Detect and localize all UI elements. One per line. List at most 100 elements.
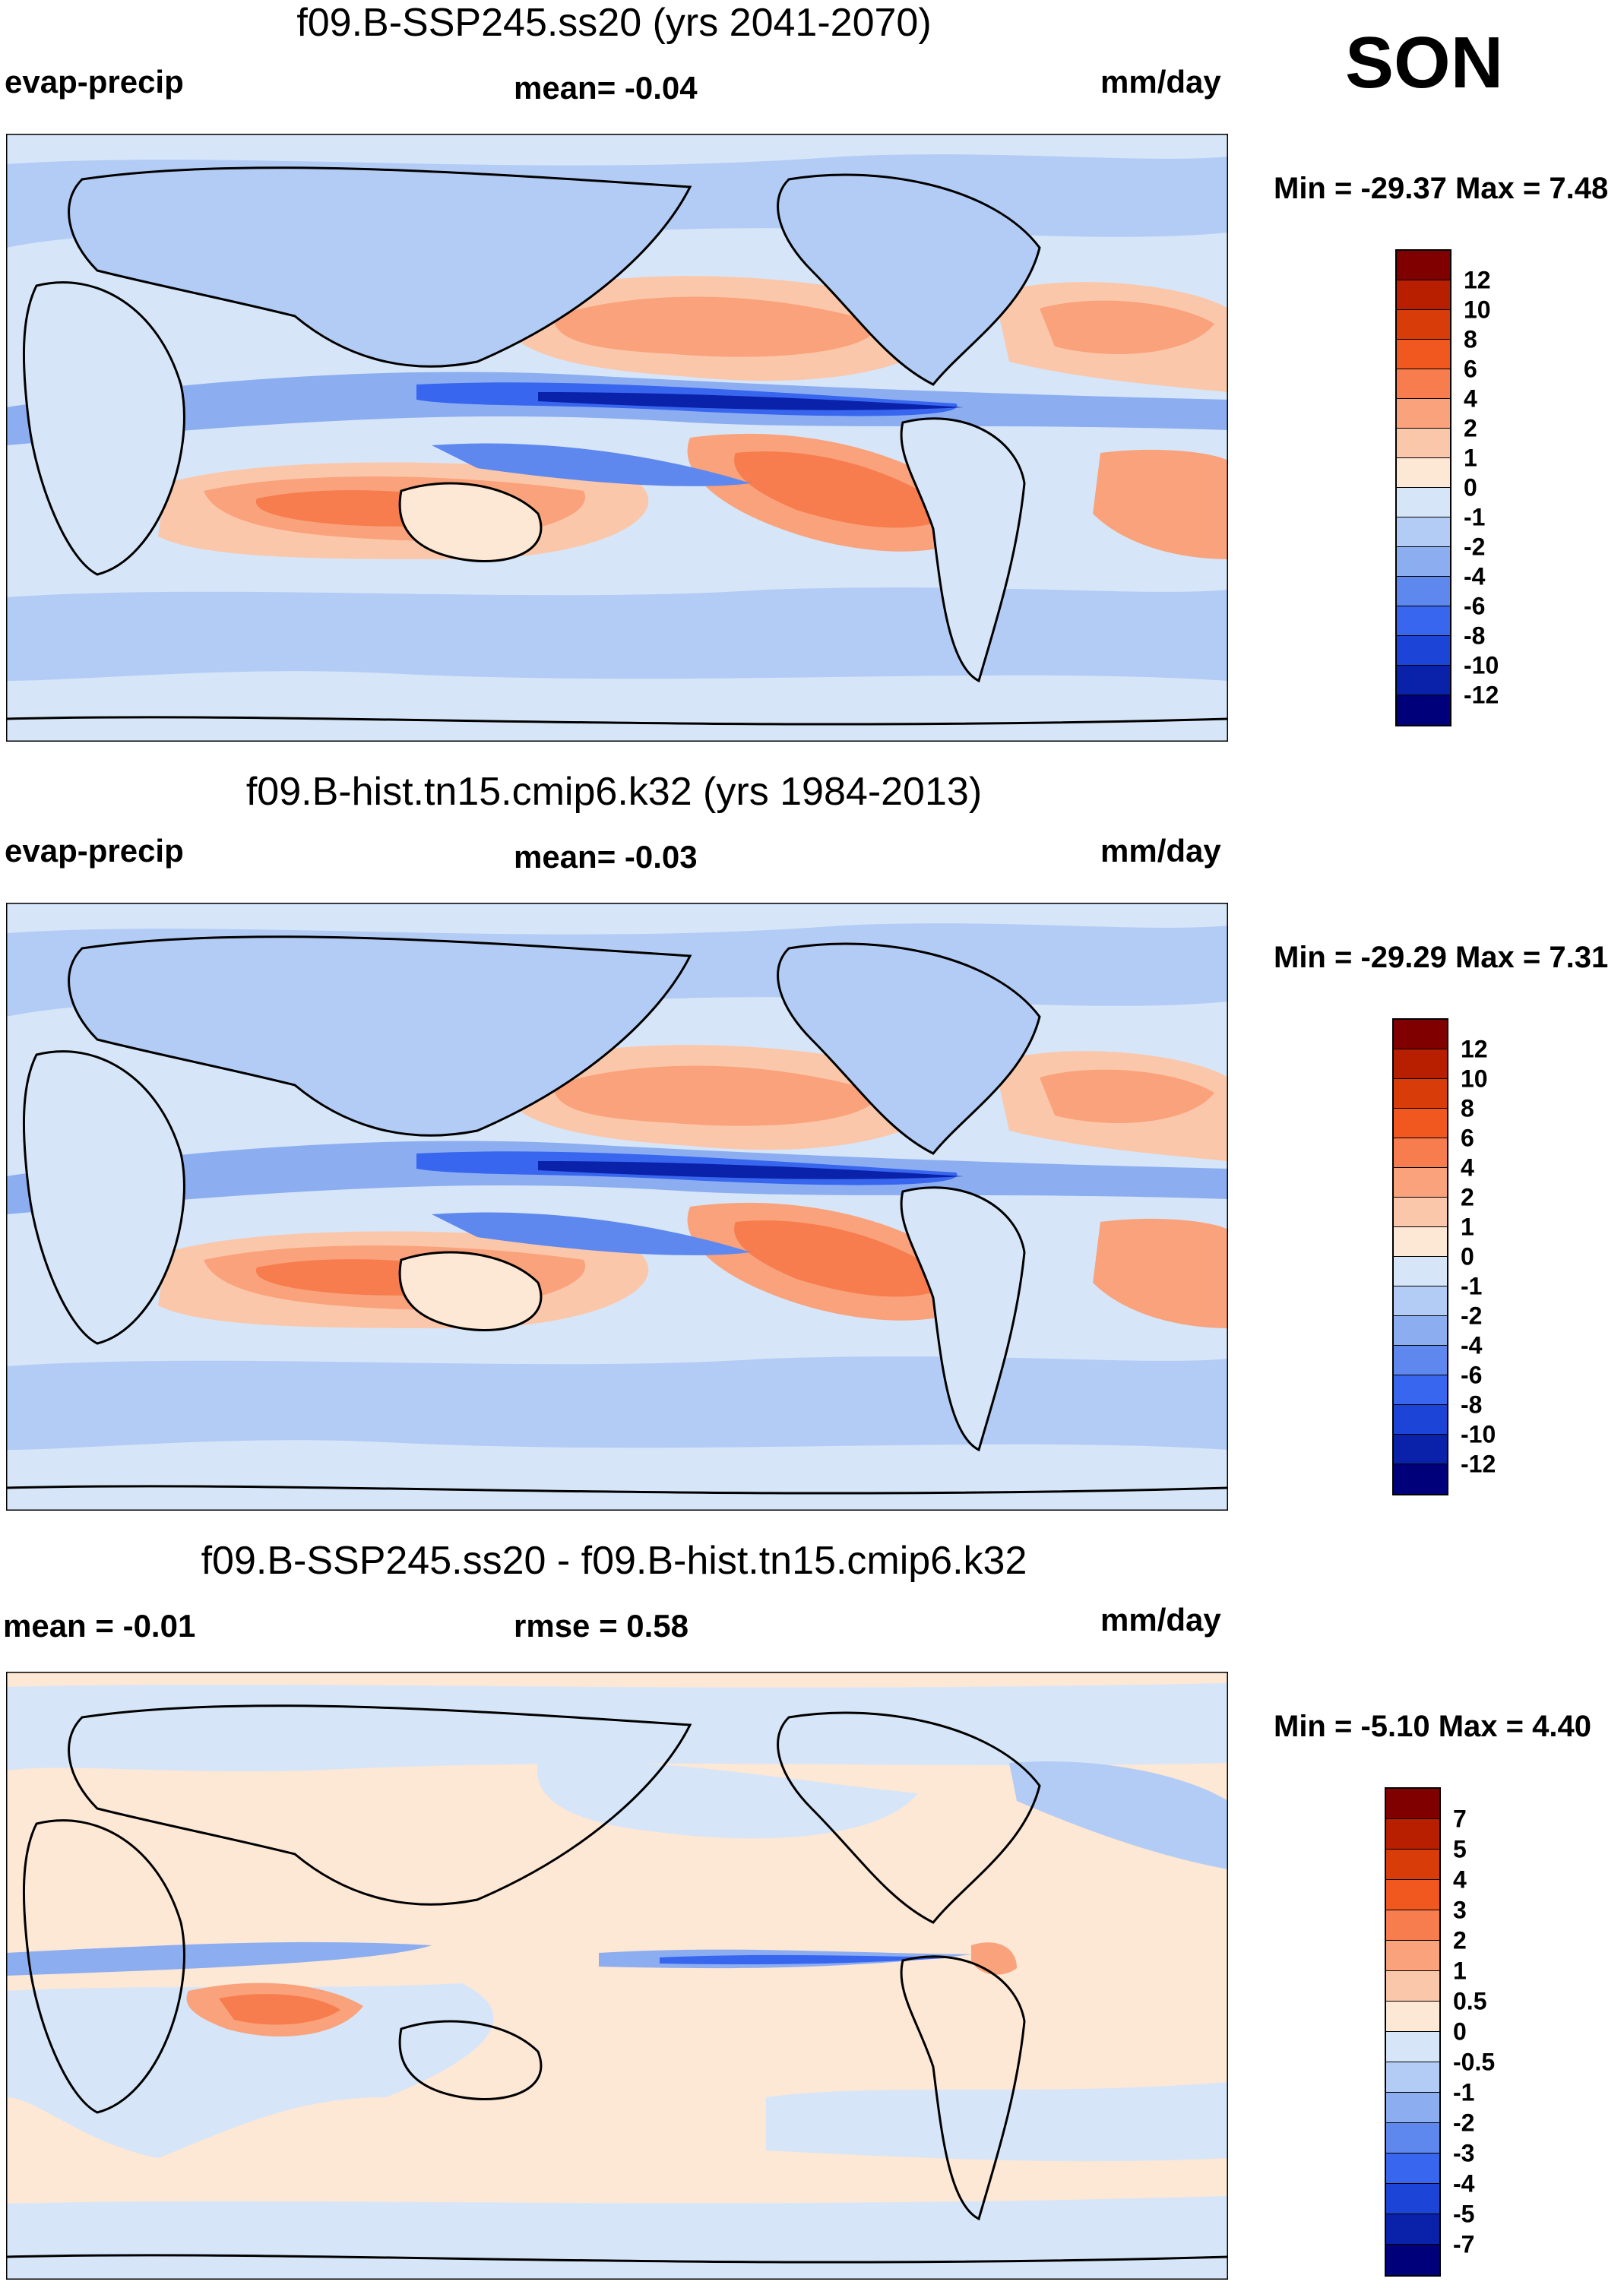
colorbar-tick-label: -2 (1453, 2109, 1475, 2137)
colorbar-swatch (1386, 1850, 1439, 1880)
colorbar-tick-label: 6 (1464, 355, 1477, 383)
colorbar-swatch (1397, 251, 1450, 280)
colorbar-swatch (1397, 577, 1450, 606)
colorbar-swatch (1394, 1227, 1447, 1257)
colorbar-swatch (1397, 399, 1450, 429)
colorbar-swatch (1394, 1168, 1447, 1198)
variable-label: evap-precip (5, 64, 184, 100)
colorbar-swatch (1397, 488, 1450, 517)
colorbar-tick-label: 0 (1453, 2017, 1467, 2046)
mean-label: mean= -0.03 (514, 839, 698, 875)
colorbar-tick-label: -8 (1464, 622, 1486, 650)
colorbar-tick-label: -4 (1464, 562, 1486, 590)
colorbar-tick-label: -12 (1461, 1450, 1496, 1478)
colorbar-tick-label: -8 (1461, 1391, 1483, 1419)
colorbar-swatch (1386, 1789, 1439, 1819)
colorbar-tick-label: -0.5 (1453, 2048, 1496, 2076)
colorbar-swatch (1394, 1286, 1447, 1316)
colorbar-tick-label: 5 (1453, 1835, 1467, 1863)
colorbar-tick-label: 12 (1461, 1035, 1488, 1063)
colorbar-swatch (1386, 2062, 1439, 2093)
colorbar-tick-label: -1 (1464, 503, 1486, 531)
colorbar-swatch (1386, 2032, 1439, 2062)
colorbar-swatch (1386, 1941, 1439, 1971)
colorbar-tick-label: 0.5 (1453, 1987, 1487, 2015)
colorbar-swatch (1394, 1198, 1447, 1227)
mean-label: mean = -0.01 (3, 1608, 196, 1644)
minmax-label: Min = -29.29 Max = 7.31 (1274, 941, 1609, 974)
colorbar (1395, 249, 1451, 726)
colorbar-tick-label: -1 (1461, 1272, 1483, 1300)
rmse-label: rmse = 0.58 (514, 1608, 689, 1644)
map-field (6, 903, 1228, 1511)
colorbar-swatch (1394, 1346, 1447, 1375)
colorbar-tick-label: 10 (1464, 296, 1491, 324)
colorbar-swatch (1386, 2002, 1439, 2032)
colorbar-tick-label: -4 (1461, 1331, 1483, 1359)
colorbar-tick-label: 7 (1453, 1805, 1467, 1833)
colorbar-tick-label: 1 (1453, 1957, 1467, 1985)
colorbar-tick-label: -5 (1453, 2200, 1475, 2228)
colorbar-swatch (1386, 1819, 1439, 1850)
panel-title: f09.B-hist.tn15.cmip6.k32 (yrs 1984-2013… (245, 770, 983, 814)
colorbar-swatch (1386, 1910, 1439, 1941)
colorbar-swatch (1386, 2154, 1439, 2184)
colorbar-tick-label: -10 (1461, 1420, 1496, 1448)
colorbar-tick-label: 0 (1461, 1242, 1474, 1271)
colorbar-tick-label: 2 (1464, 414, 1477, 442)
colorbar-swatch (1386, 1971, 1439, 2002)
map-field (6, 1672, 1228, 2280)
colorbar-swatch (1386, 2184, 1439, 2214)
variable-label: evap-precip (5, 833, 184, 869)
colorbar-tick-label: 2 (1453, 1926, 1467, 1954)
colorbar-tick-label: 2 (1461, 1183, 1474, 1211)
colorbar (1385, 1787, 1441, 2277)
colorbar-swatch (1397, 429, 1450, 458)
minmax-label: Min = -29.37 Max = 7.48 (1274, 172, 1609, 205)
colorbar-swatch (1397, 636, 1450, 666)
colorbar-tick-label: 12 (1464, 266, 1491, 294)
colorbar-tick-label: -1 (1453, 2078, 1475, 2106)
colorbar-tick-label: 3 (1453, 1896, 1467, 1924)
colorbar-swatch (1397, 280, 1450, 310)
colorbar-swatch (1397, 606, 1450, 636)
colorbar-swatch (1386, 2123, 1439, 2154)
colorbar-swatch (1394, 1375, 1447, 1405)
colorbar-tick-label: -3 (1453, 2139, 1475, 2167)
colorbar-tick-label: 4 (1461, 1153, 1474, 1182)
colorbar-tick-label: 4 (1453, 1866, 1467, 1894)
colorbar-swatch (1394, 1257, 1447, 1286)
season-label: SON (1345, 22, 1504, 103)
colorbar-swatch (1394, 1405, 1447, 1435)
colorbar-tick-label: 0 (1464, 473, 1477, 502)
colorbar-swatch (1394, 1316, 1447, 1346)
colorbar-tick-label: -2 (1461, 1302, 1483, 1330)
colorbar-swatch (1397, 517, 1450, 547)
colorbar-swatch (1394, 1049, 1447, 1079)
units-label: mm/day (1100, 64, 1221, 100)
colorbar-swatch (1386, 2093, 1439, 2123)
colorbar-swatch (1394, 1079, 1447, 1109)
colorbar-swatch (1397, 547, 1450, 577)
colorbar-swatch (1386, 2214, 1439, 2245)
colorbar-tick-label: 8 (1464, 325, 1477, 353)
colorbar-swatch (1397, 666, 1450, 695)
units-label: mm/day (1100, 833, 1221, 869)
colorbar-tick-label: -2 (1464, 533, 1486, 561)
colorbar-tick-label: -6 (1464, 592, 1486, 620)
colorbar-tick-label: -6 (1461, 1361, 1483, 1389)
colorbar-swatch (1397, 310, 1450, 340)
colorbar-tick-label: -10 (1464, 651, 1499, 679)
colorbar-tick-label: -12 (1464, 681, 1499, 709)
colorbar-tick-label: 10 (1461, 1065, 1488, 1093)
colorbar-tick-label: -7 (1453, 2230, 1475, 2258)
colorbar-swatch (1386, 1880, 1439, 1910)
colorbar-tick-label: 8 (1461, 1094, 1474, 1122)
colorbar-tick-label: 6 (1461, 1124, 1474, 1152)
colorbar-swatch (1394, 1435, 1447, 1464)
units-label: mm/day (1100, 1602, 1221, 1638)
panel-title: f09.B-SSP245.ss20 (yrs 2041-2070) (296, 1, 932, 45)
colorbar-swatch (1394, 1109, 1447, 1138)
colorbar-tick-label: 4 (1464, 384, 1477, 413)
minmax-label: Min = -5.10 Max = 4.40 (1274, 1710, 1591, 1743)
